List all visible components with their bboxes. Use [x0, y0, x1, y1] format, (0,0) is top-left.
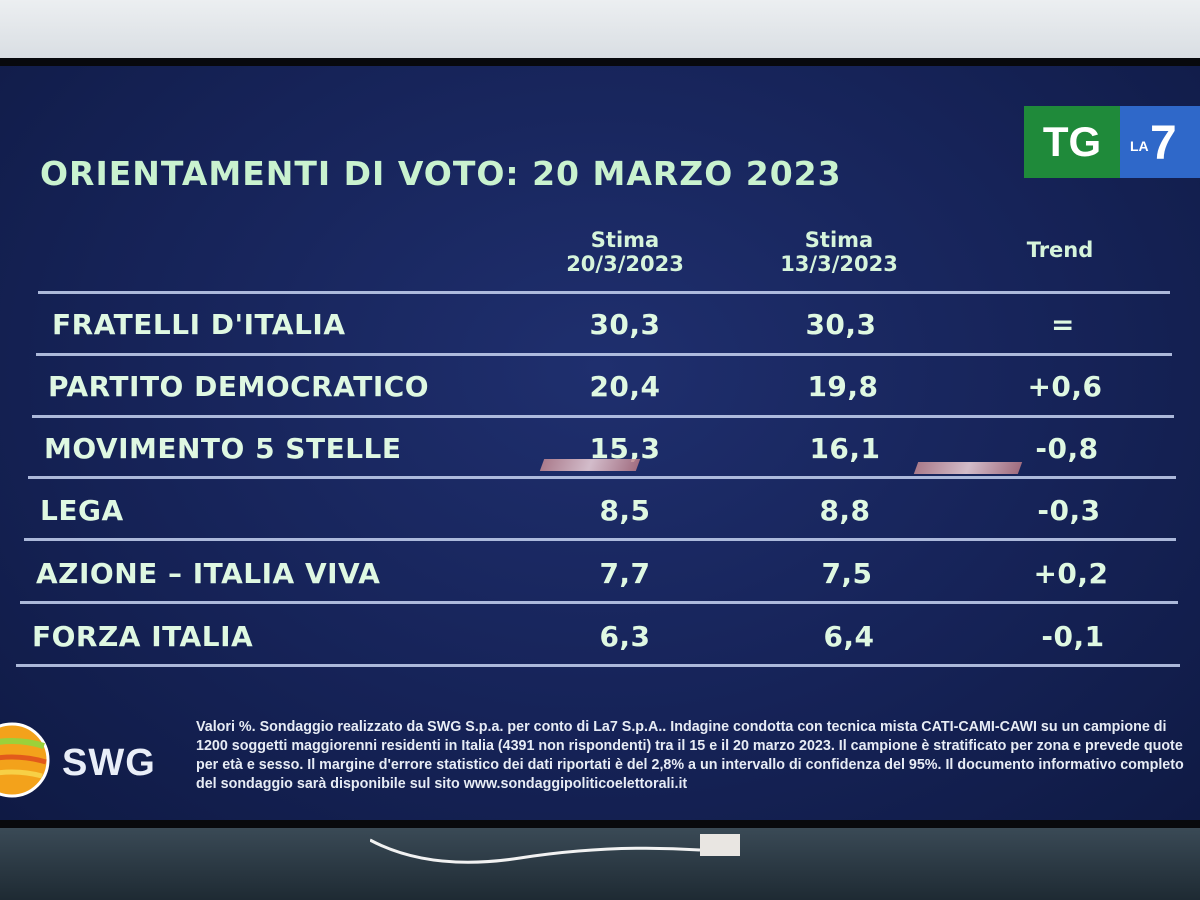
column-header-stima-20: Stima 20/3/2023: [550, 228, 700, 276]
wall-background: [0, 0, 1200, 62]
logo-seven: 7: [1150, 117, 1177, 170]
stima-20-value: 20,4: [589, 370, 661, 403]
logo-tg: TG: [1024, 106, 1120, 178]
stima-13-value: 6,4: [823, 620, 875, 653]
party-name: PARTITO DEMOCRATICO: [48, 370, 430, 403]
logo-la: LA: [1130, 138, 1149, 154]
column-header-line1: Stima: [590, 228, 660, 252]
stima-20-value: 6,3: [599, 620, 651, 653]
stima-20-value: 30,3: [589, 308, 661, 341]
stima-13-value: 8,8: [819, 494, 871, 527]
trend-value: +0,6: [1027, 370, 1103, 403]
poll-title: ORIENTAMENTI DI VOTO: 20 MARZO 2023: [40, 154, 842, 193]
swg-logo-text: SWG: [62, 742, 156, 784]
table-rule: [20, 601, 1178, 604]
screen-glare: [913, 462, 1023, 474]
table-rule: [16, 664, 1180, 667]
trend-value: +0,2: [1033, 557, 1109, 590]
party-name: LEGA: [40, 494, 124, 527]
swg-globe-icon: [0, 722, 50, 798]
tg-la7-logo: TG LA 7: [1024, 106, 1200, 178]
trend-value: -0,3: [1037, 494, 1101, 527]
table-rule: [38, 291, 1170, 294]
party-name: FORZA ITALIA: [32, 620, 254, 653]
logo-la7: LA 7: [1120, 106, 1200, 178]
table-rule: [36, 353, 1172, 356]
column-header-label: Trend: [1026, 238, 1094, 262]
table-rule: [24, 538, 1176, 541]
trend-value: -0,1: [1041, 620, 1105, 653]
party-name: FRATELLI D'ITALIA: [52, 308, 346, 341]
stima-13-value: 7,5: [821, 557, 873, 590]
party-name: MOVIMENTO 5 STELLE: [44, 432, 402, 465]
trend-value: =: [1051, 308, 1075, 341]
trend-value: -0,8: [1035, 432, 1099, 465]
stima-20-value: 7,7: [599, 557, 651, 590]
column-header-stima-13: Stima 13/3/2023: [764, 228, 914, 276]
stima-13-value: 30,3: [805, 308, 877, 341]
wall-lower: [0, 828, 1200, 900]
column-header-trend: Trend: [990, 238, 1130, 262]
cable: [370, 834, 740, 864]
methodology-footnote: Valori %. Sondaggio realizzato da SWG S.…: [196, 719, 1184, 792]
tv-screen: ORIENTAMENTI DI VOTO: 20 MARZO 2023 TG L…: [0, 66, 1200, 820]
column-header-line2: 20/3/2023: [566, 252, 684, 276]
screen-glare: [539, 459, 641, 471]
table-rule: [32, 415, 1174, 418]
column-header-line2: 13/3/2023: [780, 252, 898, 276]
stima-13-value: 19,8: [807, 370, 879, 403]
stima-13-value: 16,1: [809, 432, 881, 465]
table-rule: [28, 476, 1176, 479]
column-header-line1: Stima: [804, 228, 874, 252]
party-name: AZIONE – ITALIA VIVA: [36, 557, 381, 590]
stima-20-value: 8,5: [599, 494, 651, 527]
